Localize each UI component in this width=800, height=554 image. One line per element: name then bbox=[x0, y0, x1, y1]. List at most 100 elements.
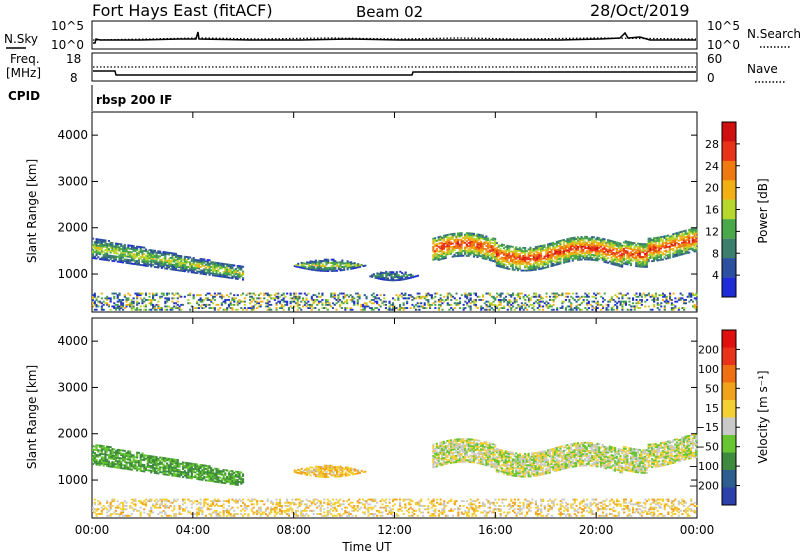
scatter-cell bbox=[157, 459, 160, 462]
scatter-cell bbox=[589, 253, 592, 256]
scatter-cell bbox=[688, 248, 691, 251]
scatter-cell bbox=[672, 239, 675, 242]
scatter-cell bbox=[649, 253, 652, 256]
scatter-cell bbox=[240, 300, 243, 303]
scatter-cell bbox=[97, 450, 100, 453]
scatter-cell bbox=[458, 243, 461, 246]
scatter-cell bbox=[423, 302, 426, 305]
scatter-cell bbox=[114, 258, 117, 261]
scatter-cell bbox=[460, 254, 463, 257]
scatter-cell bbox=[647, 237, 650, 240]
scatter-cell bbox=[642, 259, 645, 262]
scatter-cell bbox=[667, 300, 670, 303]
scatter-cell bbox=[485, 240, 488, 243]
scatter-cell bbox=[310, 299, 313, 301]
scatter-cell bbox=[318, 266, 321, 269]
scatter-cell bbox=[570, 251, 573, 254]
scatter-cell bbox=[518, 254, 521, 257]
scatter-cell bbox=[111, 449, 114, 452]
scatter-cell bbox=[217, 292, 220, 295]
scatter-cell bbox=[529, 250, 532, 252]
scatter-cell bbox=[540, 262, 543, 265]
scatter-cell bbox=[306, 261, 309, 264]
scatter-cell bbox=[132, 259, 135, 262]
scatter-cell bbox=[444, 257, 447, 259]
scatter-cell bbox=[148, 458, 151, 461]
scatter-cell bbox=[337, 264, 340, 267]
scatter-cell bbox=[153, 460, 156, 463]
scatter-cell bbox=[688, 246, 691, 249]
scatter-cell bbox=[548, 246, 551, 249]
scatter-cell bbox=[413, 275, 416, 278]
scatter-cell bbox=[162, 292, 165, 295]
scatter-cell bbox=[547, 254, 550, 257]
scatter-cell bbox=[379, 273, 382, 276]
scatter-cell bbox=[107, 465, 110, 468]
scatter-cell bbox=[194, 463, 197, 466]
scatter-cell bbox=[157, 303, 160, 306]
scatter-cell bbox=[466, 295, 469, 298]
scatter-cell bbox=[272, 297, 275, 300]
freq-line bbox=[93, 70, 696, 76]
scatter-cell bbox=[480, 234, 483, 237]
scatter-cell bbox=[559, 257, 562, 260]
scatter-cell bbox=[492, 237, 495, 240]
scatter-cell bbox=[665, 300, 668, 303]
scatter-cell bbox=[129, 455, 132, 458]
scatter-cell bbox=[92, 448, 95, 451]
scatter-cell bbox=[102, 257, 105, 259]
scatter-cell bbox=[113, 258, 116, 261]
scatter-cell bbox=[674, 245, 677, 248]
scatter-cell bbox=[647, 242, 650, 245]
scatter-cell bbox=[201, 474, 204, 476]
scatter-cell bbox=[682, 230, 685, 233]
scatter-cell bbox=[362, 265, 365, 267]
scatter-cell bbox=[143, 246, 146, 249]
scatter-cell bbox=[104, 258, 107, 261]
scatter-cell bbox=[113, 252, 116, 254]
scatter-cell bbox=[353, 297, 356, 300]
scatter-cell bbox=[171, 268, 174, 271]
scatter-cell bbox=[474, 239, 477, 242]
scatter-cell bbox=[231, 470, 234, 473]
scatter-cell bbox=[114, 466, 117, 469]
scatter-cell bbox=[459, 307, 462, 309]
scatter-cell bbox=[568, 292, 571, 295]
scatter-cell bbox=[404, 297, 407, 300]
scatter-cell bbox=[194, 268, 197, 271]
scatter-cell bbox=[171, 307, 174, 309]
scatter-cell bbox=[304, 265, 307, 268]
scatter-cell bbox=[363, 302, 366, 305]
scatter-cell bbox=[129, 252, 132, 255]
scatter-cell bbox=[472, 247, 475, 250]
scatter-cell bbox=[282, 292, 285, 295]
scatter-cell bbox=[197, 294, 200, 297]
scatter-cell bbox=[427, 299, 430, 301]
scatter-cell bbox=[146, 469, 149, 472]
scatter-cell bbox=[152, 264, 155, 266]
scatter-cell bbox=[404, 307, 407, 309]
scatter-cell bbox=[621, 297, 624, 300]
scatter-cell bbox=[527, 266, 530, 269]
scatter-cell bbox=[233, 272, 236, 275]
scatter-cell bbox=[215, 271, 218, 274]
scatter-cell bbox=[146, 456, 149, 459]
scatter-cell bbox=[297, 266, 300, 268]
scatter-cell bbox=[534, 257, 537, 260]
scatter-cell bbox=[343, 267, 346, 270]
scatter-cell bbox=[321, 466, 324, 469]
scatter-cell bbox=[675, 248, 678, 251]
scatter-cell bbox=[691, 228, 694, 230]
scatter-cell bbox=[612, 260, 615, 262]
scatter-cell bbox=[668, 255, 671, 258]
scatter-cell bbox=[350, 264, 353, 267]
scatter-cell bbox=[233, 483, 236, 486]
scatter-cell bbox=[661, 244, 664, 246]
scatter-cell bbox=[137, 468, 140, 470]
scatter-cell bbox=[104, 461, 107, 464]
scatter-cell bbox=[100, 462, 103, 465]
scatter-cell bbox=[307, 472, 310, 475]
scatter-cell bbox=[93, 452, 96, 454]
scatter-cell bbox=[153, 462, 156, 465]
scatter-cell bbox=[534, 247, 537, 250]
